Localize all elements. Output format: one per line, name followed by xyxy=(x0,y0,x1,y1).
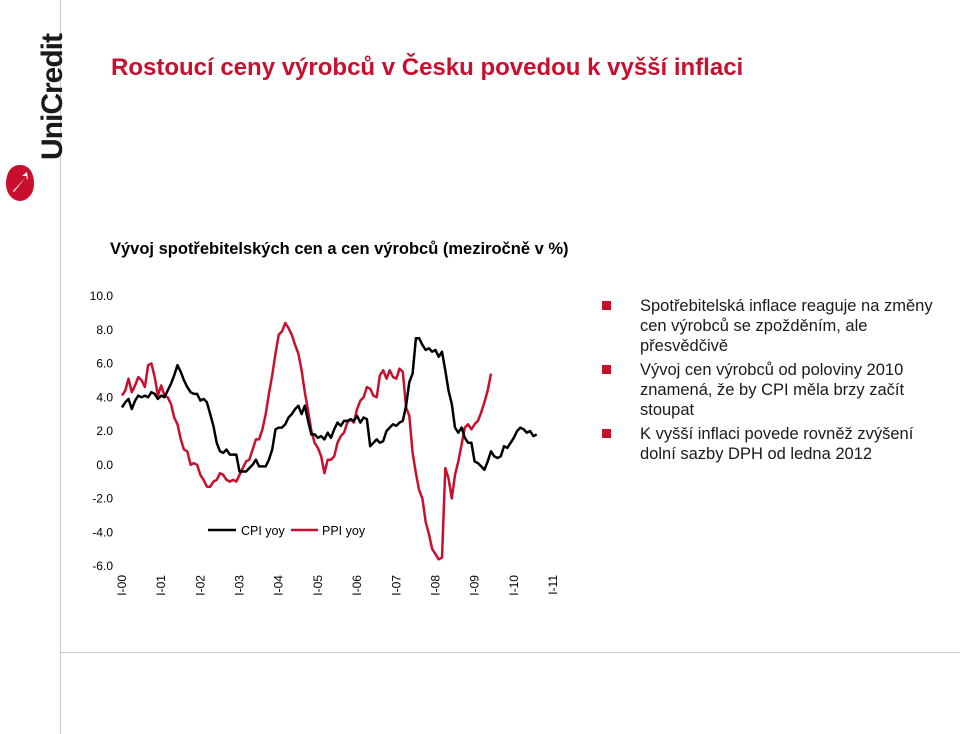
series-line-ppi xyxy=(120,321,493,561)
bottom-divider xyxy=(60,652,960,653)
y-tick-label: 2.0 xyxy=(96,424,113,438)
legend-label-cpi: CPI yoy xyxy=(241,524,286,538)
bullet-item: Spotřebitelská inflace reaguje na změny … xyxy=(602,296,947,356)
x-axis-tick-labels: I-00 I-01 I-02 I-03 I-04 I-05 I-06 I-07 I-08 I-09… xyxy=(115,575,560,596)
y-tick-label: 4.0 xyxy=(96,390,113,404)
x-tick-label: I-07 xyxy=(389,575,403,596)
bullet-item: Vývoj cen výrobců od poloviny 2010 zname… xyxy=(602,360,947,420)
x-tick-label: I-08 xyxy=(428,575,442,596)
y-tick-label: -6.0 xyxy=(92,559,113,573)
x-tick-label: I-03 xyxy=(233,575,247,596)
y-axis-tick-labels: 10.0 8.0 6.0 4.0 2.0 0.0 -2.0 -4.0 -6.0 xyxy=(90,289,114,573)
chart-title: Vývoj spotřebitelských cen a cen výrobců… xyxy=(110,240,569,258)
legend: CPI yoy PPI yoy xyxy=(208,524,366,538)
bullet-text: Spotřebitelská inflace reaguje na změny … xyxy=(640,297,933,355)
y-tick-label: 8.0 xyxy=(96,323,113,337)
bullet-item: K vyšší inflaci povede rovněž zvýšení do… xyxy=(602,424,947,464)
x-tick-label: I-06 xyxy=(350,575,364,596)
x-tick-label: I-10 xyxy=(507,575,521,596)
x-tick-label: I-01 xyxy=(154,575,168,596)
x-tick-label: I-05 xyxy=(311,575,325,596)
bullet-square-icon xyxy=(602,365,611,374)
unicredit-logo: UniCredit xyxy=(2,34,69,202)
x-tick-label: I-00 xyxy=(115,575,129,596)
y-tick-label: -4.0 xyxy=(92,525,113,539)
legend-label-ppi: PPI yoy xyxy=(322,524,366,538)
bullet-square-icon xyxy=(602,429,611,438)
x-tick-label: I-02 xyxy=(193,575,207,596)
x-tick-label: I-04 xyxy=(272,575,286,596)
bullet-text: Vývoj cen výrobců od poloviny 2010 zname… xyxy=(640,361,905,419)
x-tick-label: I-09 xyxy=(468,575,482,596)
series-line-cpi xyxy=(120,336,538,473)
bullet-list: Spotřebitelská inflace reaguje na změny … xyxy=(602,296,947,468)
y-tick-label: 0.0 xyxy=(96,458,113,472)
bullet-text: K vyšší inflaci povede rovněž zvýšení do… xyxy=(640,425,914,463)
x-tick-label: I-11 xyxy=(546,575,560,595)
unicredit-emblem-icon xyxy=(6,165,34,201)
page-title: Rostoucí ceny výrobců v Česku povedou k … xyxy=(111,54,744,81)
bullet-square-icon xyxy=(602,301,611,310)
y-tick-label: 6.0 xyxy=(96,357,113,371)
y-tick-label: -2.0 xyxy=(92,492,113,506)
y-tick-label: 10.0 xyxy=(90,289,114,303)
left-divider xyxy=(60,0,61,734)
